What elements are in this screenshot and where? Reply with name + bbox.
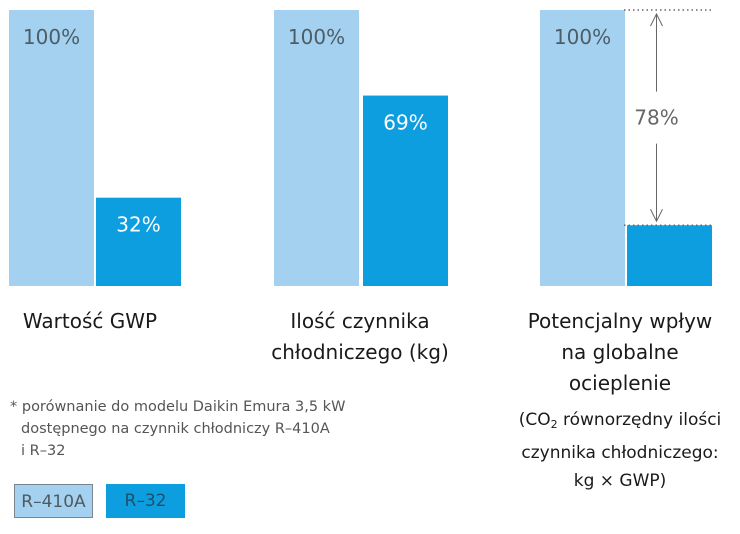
bar-r32-2: [627, 225, 712, 286]
bar-r32-1: [363, 95, 448, 286]
legend-r32: R–32: [106, 484, 185, 518]
footnote-line: * porównanie do modelu Daikin Emura 3,5 …: [10, 399, 346, 415]
bar-label-r410a-0: 100%: [23, 25, 80, 49]
footnote-line: dostępnego na czynnik chłodniczy R–410A: [21, 421, 330, 437]
bar-r32-0: [96, 197, 181, 286]
caption-line: Wartość GWP: [22, 309, 158, 333]
category-caption-potencjalny: Potencjalny wpływ na globalne ocieplenie: [500, 306, 740, 399]
bar-label-r410a-1: 100%: [288, 25, 345, 49]
co2-equivalent-note: (CO2 równorzędny ilości czynnika chłodni…: [500, 406, 740, 495]
bar-r410a-2: [540, 10, 625, 286]
annotation-arrowhead-up: [650, 12, 663, 27]
annotation-arrowhead-down: [650, 209, 663, 223]
legend-r410a: R–410A: [14, 484, 93, 518]
bar-label-r410a-2: 100%: [554, 25, 611, 49]
co2-note-rest: równorzędny ilości: [557, 410, 722, 430]
category-caption-gwp: Wartość GWP: [0, 306, 180, 337]
bar-label-r32-1: 69%: [383, 111, 427, 135]
footnote: * porównanie do modelu Daikin Emura 3,5 …: [10, 396, 345, 462]
caption-line: na globalne: [561, 340, 679, 364]
co2-note-pre: (CO: [518, 410, 551, 430]
caption-line: ocieplenie: [568, 371, 672, 395]
co2-subscript: 2: [550, 418, 558, 431]
bar-r410a-0: [9, 10, 94, 286]
co2-note-line3: kg × GWP): [573, 471, 667, 491]
caption-line: Potencjalny wpływ: [527, 309, 713, 333]
bar-label-r32-0: 32%: [116, 213, 160, 237]
bar-r410a-1: [274, 10, 359, 286]
caption-line: chłodniczego (kg): [271, 340, 449, 364]
caption-line: Ilość czynnika: [290, 309, 430, 333]
bar-chart: 100% 100% 100% 32% 69% 78%: [9, 9, 712, 286]
category-caption-ilosc: Ilość czynnika chłodniczego (kg): [230, 306, 490, 368]
annotation-label: 78%: [634, 106, 678, 130]
co2-note-line2: czynnika chłodniczego:: [521, 443, 719, 463]
footnote-line: i R–32: [21, 443, 66, 459]
co2-note-line1: (CO2 równorzędny ilości: [500, 406, 740, 439]
